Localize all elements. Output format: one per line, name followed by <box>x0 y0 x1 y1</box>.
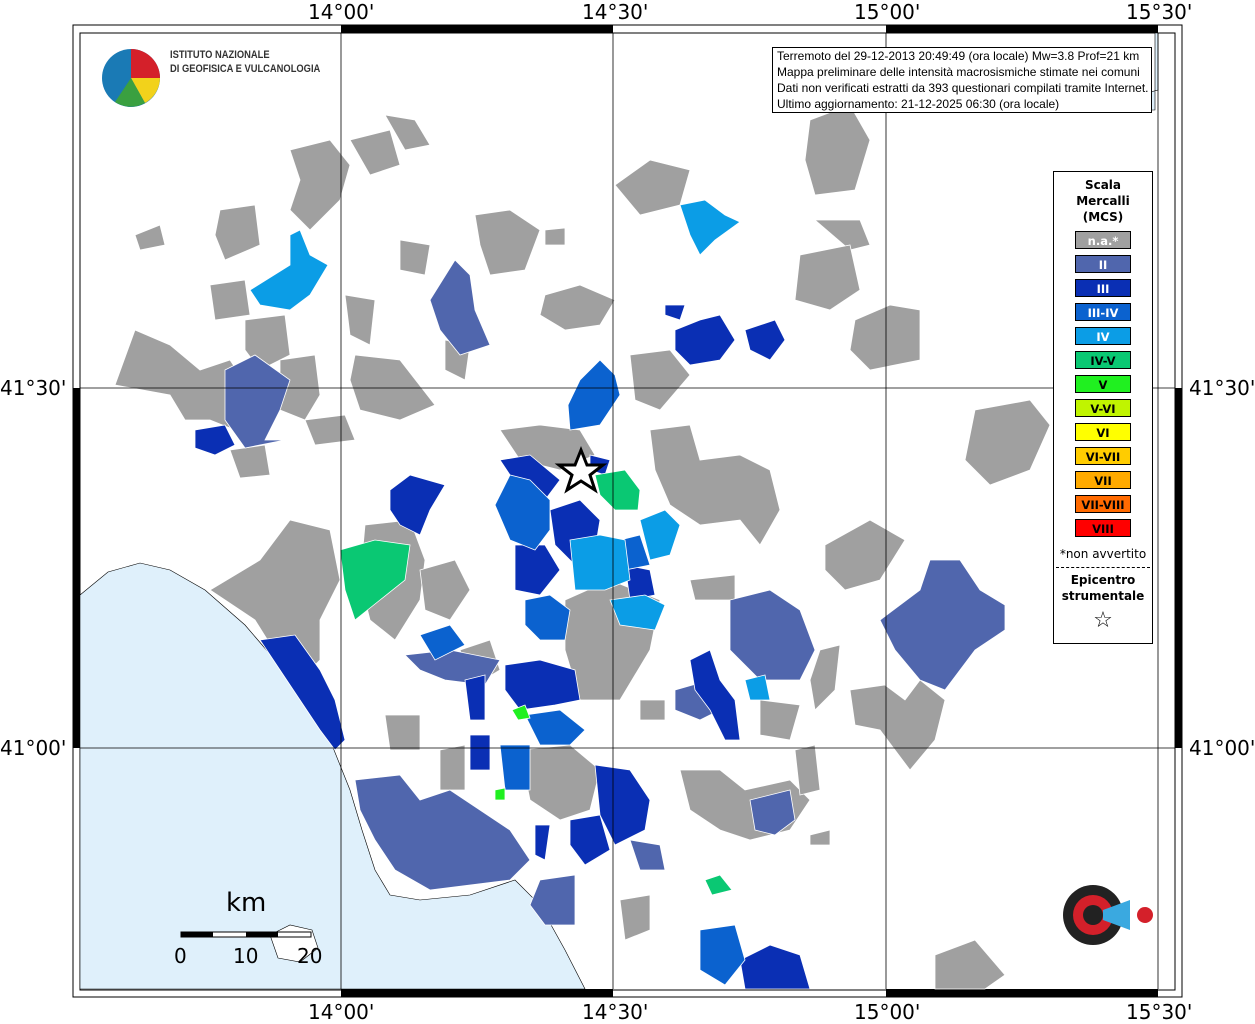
lon-tick-bottom-1: 14°00' <box>308 1000 375 1024</box>
scale-tick-0: 0 <box>174 944 187 968</box>
legend-title-3: (MCS) <box>1082 210 1124 224</box>
municipalities <box>114 104 1051 990</box>
lat-tick-right-1: 41°30' <box>1189 376 1255 400</box>
lon-tick-bottom-3: 15°00' <box>854 1000 921 1024</box>
lat-tick-left-2: 41°00' <box>0 736 67 760</box>
legend-swatch: V <box>1075 375 1131 393</box>
epicenter-star-icon <box>554 445 608 494</box>
legend-swatch: IV <box>1075 327 1131 345</box>
legend-star-icon: ☆ <box>1093 608 1113 633</box>
ingv-logo-icon <box>102 49 160 107</box>
lon-tick-top-4: 15°30' <box>1126 0 1193 24</box>
lon-tick-bottom-2: 14°30' <box>582 1000 649 1024</box>
legend-swatch: n.a.* <box>1075 231 1131 249</box>
haisentito-logo-icon <box>1063 885 1153 945</box>
legend-swatch: II <box>1075 255 1131 273</box>
lon-tick-top-3: 15°00' <box>854 0 921 24</box>
info-line-2: Mappa preliminare delle intensità macros… <box>777 65 1140 79</box>
scale-bar <box>180 931 312 938</box>
map-border <box>73 25 1182 997</box>
scale-unit: km <box>226 888 267 918</box>
sea <box>79 562 586 990</box>
scale-tick-20: 20 <box>297 944 323 968</box>
legend-swatch: VI <box>1075 423 1131 441</box>
ingv-logo: ISTITUTO NAZIONALE DI GEOFISICA E VULCAN… <box>100 48 347 76</box>
legend-title-1: Scala <box>1084 178 1122 192</box>
mcs-legend: Scala Mercalli (MCS) n.a.* II III III-IV IV I… <box>1053 171 1153 644</box>
legend-swatch: III-IV <box>1075 303 1131 321</box>
info-line-4: Ultimo aggiornamento: 21-12-2025 06:30 (… <box>777 97 1060 111</box>
logo-line-2: DI GEOFISICA E VULCANOLOGIA <box>170 63 321 75</box>
legend-note: *non avvertito <box>1059 547 1147 561</box>
legend-swatch: VII <box>1075 471 1131 489</box>
lon-tick-bottom-4: 15°30' <box>1126 1000 1193 1024</box>
lat-tick-right-2: 41°00' <box>1189 736 1255 760</box>
info-line-1: Terremoto del 29-12-2013 20:49:49 (ora l… <box>777 49 1140 63</box>
scale-tick-10: 10 <box>233 944 259 968</box>
info-line-3: Dati non verificati estratti da 393 ques… <box>777 81 1149 95</box>
graticule <box>80 33 1175 989</box>
legend-title-2: Mercalli <box>1076 194 1130 208</box>
lat-tick-left-1: 41°30' <box>0 376 67 400</box>
legend-epicenter-1: Epicentro <box>1070 573 1136 587</box>
legend-swatch: V-VI <box>1075 399 1131 417</box>
lon-tick-top-2: 14°30' <box>582 0 649 24</box>
lon-tick-top-1: 14°00' <box>308 0 375 24</box>
event-info-box: Terremoto del 29-12-2013 20:49:49 (ora l… <box>772 47 1152 113</box>
legend-swatch: VII-VIII <box>1075 495 1131 513</box>
legend-divider <box>1056 567 1150 568</box>
legend-swatch: VIII <box>1075 519 1131 537</box>
legend-epicenter-2: strumentale <box>1061 589 1145 603</box>
legend-swatch: IV-V <box>1075 351 1131 369</box>
logo-line-1: ISTITUTO NAZIONALE <box>170 49 270 61</box>
legend-swatch: VI-VII <box>1075 447 1131 465</box>
legend-swatch: III <box>1075 279 1131 297</box>
